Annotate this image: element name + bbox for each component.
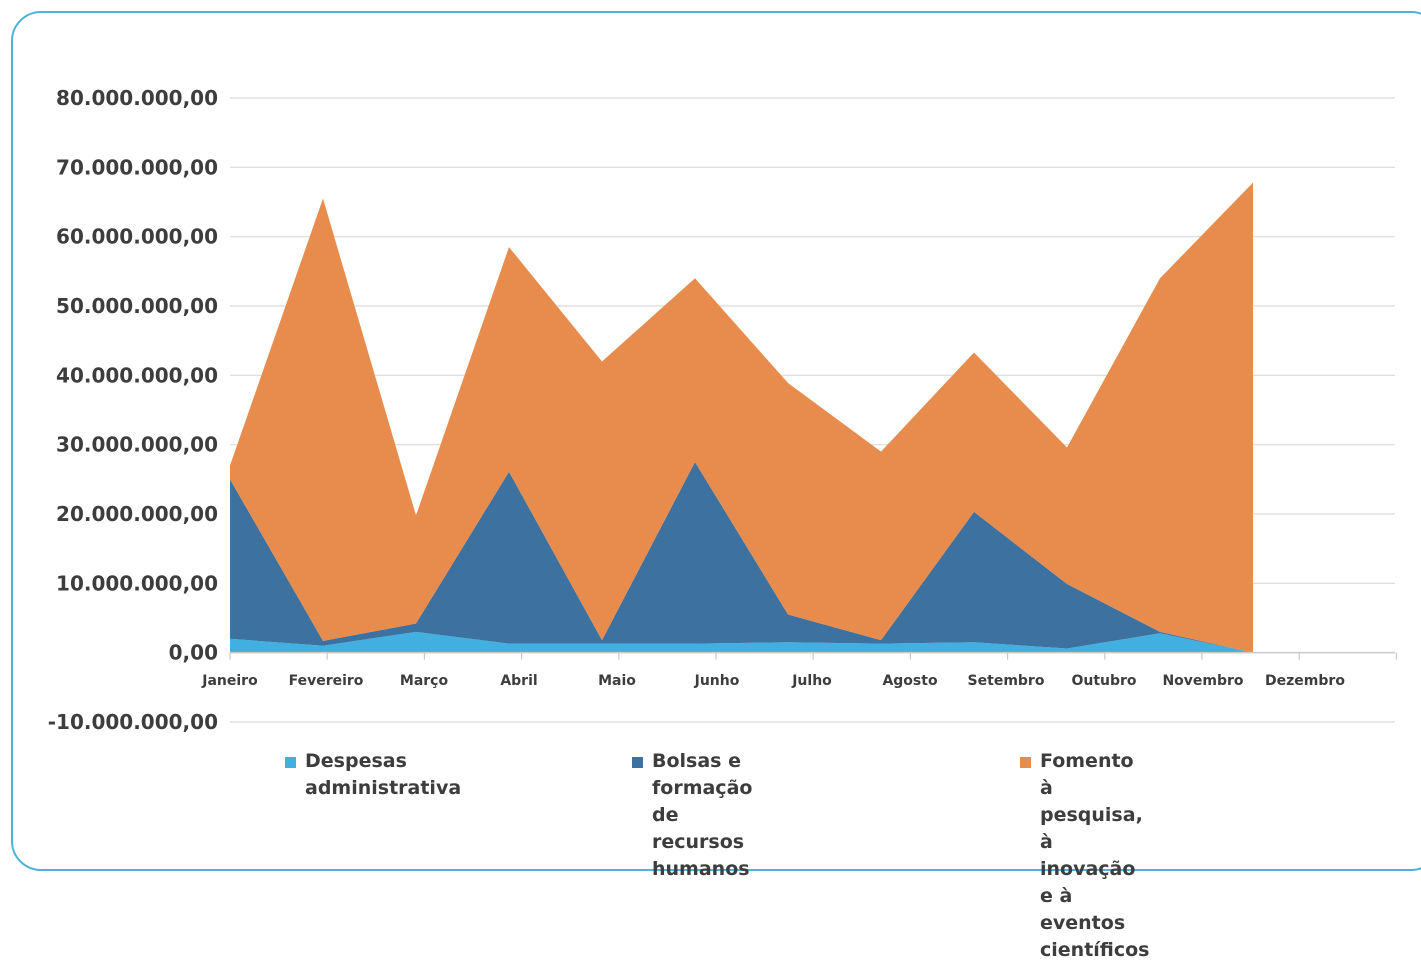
- x-tick-label: Agosto: [882, 673, 938, 689]
- y-tick-label: 80.000.000,00: [56, 86, 218, 110]
- y-tick-label: 50.000.000,00: [56, 294, 218, 318]
- x-tick-label: Novembro: [1162, 673, 1243, 689]
- legend-swatch: [632, 757, 643, 768]
- y-tick-label: 0,00: [169, 641, 218, 665]
- x-tick-label: Junho: [694, 673, 740, 689]
- x-tick-label: Maio: [598, 673, 636, 689]
- x-tick-label: Julho: [791, 673, 832, 689]
- area-series-1: [230, 462, 1253, 653]
- legend-swatch: [1020, 757, 1031, 768]
- x-axis: [229, 651, 1398, 660]
- legend-label: Despesas administrativa: [305, 750, 462, 799]
- area-series-0: [230, 631, 1253, 653]
- y-tick-label: -10.000.000,00: [48, 710, 218, 734]
- x-tick-label: Dezembro: [1265, 673, 1345, 689]
- legend-label: Fomento à pesquisa, à inovação e à event…: [1040, 750, 1150, 961]
- x-tick-label: Março: [400, 673, 449, 689]
- y-tick-label: 70.000.000,00: [56, 155, 218, 179]
- legend-swatch: [285, 757, 296, 768]
- y-tick-label: 10.000.000,00: [56, 571, 218, 595]
- y-axis-labels: 80.000.000,00 70.000.000,00 60.000.000,00 5…: [48, 86, 218, 734]
- area-series: [230, 182, 1253, 653]
- x-tick-label: Outubro: [1071, 673, 1136, 689]
- y-tick-label: 20.000.000,00: [56, 502, 218, 526]
- x-axis-labels: Janeiro Fevereiro Março Abril Maio Junho Julho…: [201, 673, 1345, 689]
- x-tick-label: Janeiro: [201, 673, 258, 689]
- area-series-2: [230, 182, 1253, 653]
- y-tick-label: 60.000.000,00: [56, 225, 218, 249]
- x-tick-label: Setembro: [968, 673, 1045, 689]
- legend-label: Bolsas e formação de recursos humanos: [652, 750, 753, 880]
- y-tick-label: 40.000.000,00: [56, 363, 218, 387]
- x-tick-label: Fevereiro: [289, 673, 364, 689]
- area-chart: 80.000.000,00 70.000.000,00 60.000.000,00 5…: [48, 86, 1398, 734]
- x-tick-label: Abril: [500, 673, 537, 689]
- y-tick-label: 30.000.000,00: [56, 433, 218, 457]
